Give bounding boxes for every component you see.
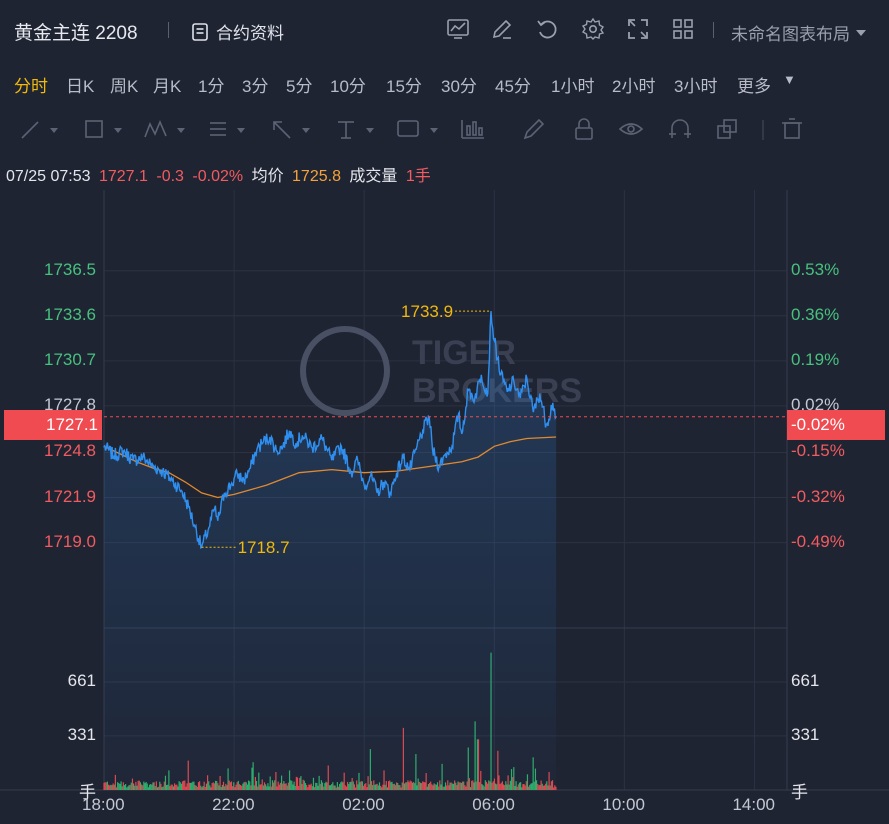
pct-tick-right: 0.02% [791,394,840,414]
price-area-fill [104,311,557,790]
current-price-right: -0.02% [791,415,845,434]
period-7[interactable]: 10分 [330,77,366,96]
current-price-tag-right: -0.02% [787,410,885,440]
pct-tick-right: -0.15% [791,441,845,461]
fullscreen-icon[interactable] [626,17,650,41]
edit-icon[interactable] [490,17,514,41]
volume-unit-left: 手 [79,783,96,802]
pct-tick-right: 0.36% [791,304,840,324]
high-label: 1733.9 [401,302,453,321]
measure-tool-icon[interactable] [338,121,374,139]
more-caret-icon[interactable]: ▼ [783,72,796,87]
period-0[interactable]: 分时 [14,77,48,96]
watermark-text: TIGER [412,334,516,372]
instrument-title[interactable]: 黄金主连 2208 [14,23,138,44]
volume-tick-left: 331 [67,724,96,744]
pen-tool-icon[interactable] [523,118,545,140]
avg-label: 均价 [251,168,284,185]
volume-label: 成交量 [349,168,398,185]
time-tick: 22:00 [212,795,255,814]
eye-tool-icon[interactable] [618,123,644,135]
fib-tool-icon[interactable] [210,122,245,136]
avg-value: 1725.8 [292,168,341,185]
pct-tick-right: -0.32% [791,486,845,506]
chart-header: 黄金主连 2208 合约资料 未命名图表布局 [0,0,889,60]
volume-value: 1手 [405,168,431,185]
layout-label: 未命名图表布局 [731,25,850,44]
trash-icon[interactable] [782,118,802,139]
current-price-left: 1727.1 [46,415,98,434]
price-line [103,311,557,550]
price-area [104,311,557,790]
quote-price: 1727.1 [98,168,148,185]
pattern-tool-icon[interactable] [144,119,185,138]
period-3[interactable]: 月K [153,77,182,96]
pct-tick-right: -0.49% [791,531,845,551]
grid-icon[interactable] [671,17,695,41]
period-2[interactable]: 周K [110,77,139,96]
time-tick: 14:00 [732,795,776,814]
quote-change-pct: -0.02% [192,168,244,185]
pct-tick-right: 0.53% [791,259,840,279]
price-tick-left: 1733.6 [44,304,96,324]
chart-icon[interactable] [446,17,470,41]
gear-icon[interactable] [581,17,605,41]
volume-tick-right: 331 [791,724,820,744]
price-lines [103,311,557,550]
period-5[interactable]: 3分 [242,77,269,96]
period-9[interactable]: 30分 [441,77,477,96]
quote-line: 07/25 07:53 1727.1 -0.3 -0.02% 均价 1725.8… [6,162,435,186]
volume-tick-right: 661 [791,670,820,690]
period-8[interactable]: 15分 [386,77,422,96]
undo-icon[interactable] [535,17,559,41]
magnet-tool-icon[interactable] [669,119,691,138]
arrow-tool-icon[interactable] [273,121,310,139]
drawing-toolbar [0,108,889,150]
period-14[interactable]: 更多 [737,77,771,96]
period-10[interactable]: 45分 [495,77,531,96]
pct-tick-right: 0.19% [791,349,840,369]
layout-dropdown[interactable]: 未命名图表布局 [731,20,868,45]
current-price-tag-left: 1727.1 [4,410,102,440]
quote-change: -0.3 [156,168,184,185]
time-tick: 06:00 [472,795,515,814]
contract-info-button[interactable]: 合约资料 [190,19,284,44]
period-6[interactable]: 5分 [286,77,313,96]
watermark-logo-icon [300,326,390,416]
indicator-tool-icon[interactable] [461,120,484,139]
period-1[interactable]: 日K [66,77,95,96]
price-tick-left: 1724.8 [44,441,96,461]
time-tick: 10:00 [602,795,645,814]
quote-datetime: 07/25 07:53 [6,168,91,185]
doc-icon [192,22,208,41]
period-4[interactable]: 1分 [198,77,225,96]
header-divider [168,22,169,38]
price-tick-left: 1730.7 [44,349,96,369]
caret-down-icon [856,29,866,36]
period-13[interactable]: 3小时 [674,77,718,96]
time-tick: 02:00 [342,795,385,814]
clone-tool-icon[interactable] [717,119,737,139]
chart-annotations: 1733.9 1718.7 [104,302,787,557]
lock-tool-icon[interactable] [575,118,593,140]
price-tick-left: 1721.9 [44,486,96,506]
low-label: 1718.7 [238,538,290,557]
period-12[interactable]: 2小时 [612,77,656,96]
drawing-tools [21,118,802,140]
price-tick-left: 1719.0 [44,531,96,551]
price-tick-left: 1727.8 [44,394,96,414]
contract-info-label: 合约资料 [216,24,284,43]
trend-line-tool-icon[interactable] [21,121,58,139]
volume-tick-left: 661 [67,670,96,690]
time-tick: 18:00 [82,795,125,814]
volume-unit-right: 手 [791,783,808,802]
period-11[interactable]: 1小时 [551,77,595,96]
period-selector: 分时 日K 周K 月K 1分 3分 5分 10分 15分 30分 45分 1小时 2小时 3小时 更多 ▼ [0,68,889,98]
rectangle-tool-icon[interactable] [85,120,122,138]
header-divider [713,22,714,38]
text-tool-icon[interactable] [397,120,438,137]
price-tick-left: 1736.5 [44,259,96,279]
